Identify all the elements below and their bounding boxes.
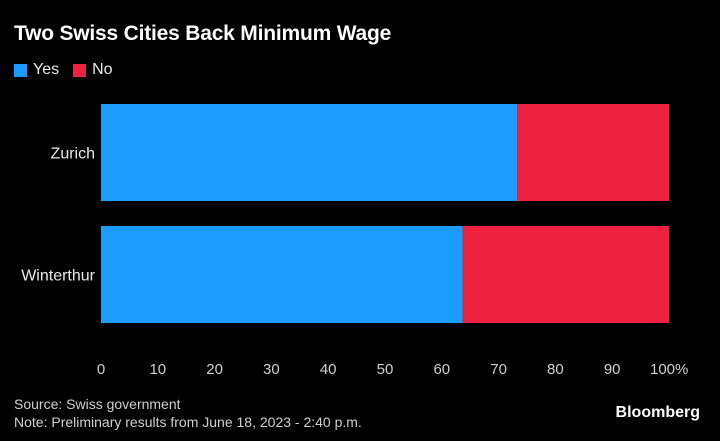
x-tick-label: 0 [97, 361, 105, 378]
legend-item-no: No [73, 61, 113, 79]
x-tick-label: 30 [263, 361, 280, 378]
x-tick-label: 20 [206, 361, 223, 378]
category-label-zurich: Zurich [51, 146, 95, 163]
legend-swatch-yes [14, 63, 27, 77]
legend: Yes No [14, 61, 127, 79]
x-tick-label: 10 [149, 361, 166, 378]
bar-zurich-yes [101, 104, 518, 201]
category-label-winterthur: Winterthur [21, 268, 95, 285]
source-note: Source: Swiss government [14, 396, 181, 412]
bloomberg-logo: Bloomberg [615, 404, 700, 421]
x-tick-label: 70 [490, 361, 507, 378]
x-tick-label: 80 [547, 361, 564, 378]
x-tick-label: 50 [377, 361, 394, 378]
x-tick-label: 40 [320, 361, 337, 378]
legend-swatch-no [73, 63, 87, 77]
x-tick-label: 100% [650, 361, 688, 378]
x-tick-label: 90 [604, 361, 621, 378]
bar-winterthur-no [462, 226, 669, 323]
legend-item-yes: Yes [14, 61, 59, 79]
bar-winterthur-yes [101, 226, 463, 323]
legend-label-no: No [92, 61, 113, 78]
chart-title: Two Swiss Cities Back Minimum Wage [14, 22, 392, 45]
footer: Source: Swiss government Note: Prelimina… [14, 395, 362, 431]
preliminary-note: Note: Preliminary results from June 18, … [14, 414, 362, 430]
bar-zurich-no [517, 104, 669, 201]
legend-label-yes: Yes [33, 61, 60, 78]
x-tick-label: 60 [433, 361, 450, 378]
